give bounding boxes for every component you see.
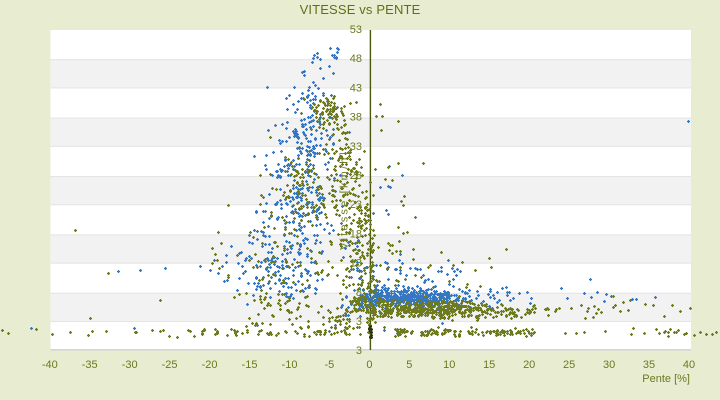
- svg-text:35: 35: [643, 359, 655, 371]
- svg-text:-35: -35: [82, 359, 98, 371]
- svg-text:VITESSE vs PENTE: VITESSE vs PENTE: [300, 2, 421, 17]
- svg-text:38: 38: [350, 112, 362, 124]
- svg-text:3: 3: [356, 316, 362, 328]
- svg-text:Pente [%]: Pente [%]: [642, 373, 690, 385]
- svg-text:15: 15: [483, 359, 495, 371]
- svg-text:-40: -40: [42, 359, 58, 371]
- svg-text:10: 10: [443, 359, 455, 371]
- svg-text:-5: -5: [325, 359, 335, 371]
- svg-text:53: 53: [350, 24, 362, 36]
- svg-text:20: 20: [523, 359, 535, 371]
- svg-text:33: 33: [350, 141, 362, 153]
- svg-text:-10: -10: [282, 359, 298, 371]
- svg-text:-30: -30: [122, 359, 138, 371]
- svg-text:-15: -15: [242, 359, 258, 371]
- svg-text:0: 0: [366, 359, 372, 371]
- svg-text:43: 43: [350, 82, 362, 94]
- svg-text:18: 18: [350, 228, 362, 240]
- svg-text:48: 48: [350, 53, 362, 65]
- svg-text:25: 25: [563, 359, 575, 371]
- svg-text:-25: -25: [162, 359, 178, 371]
- svg-text:30: 30: [603, 359, 615, 371]
- svg-text:8: 8: [356, 287, 362, 299]
- svg-text:40: 40: [683, 359, 695, 371]
- svg-text:3: 3: [356, 345, 362, 357]
- svg-text:-20: -20: [202, 359, 218, 371]
- svg-text:5: 5: [406, 359, 412, 371]
